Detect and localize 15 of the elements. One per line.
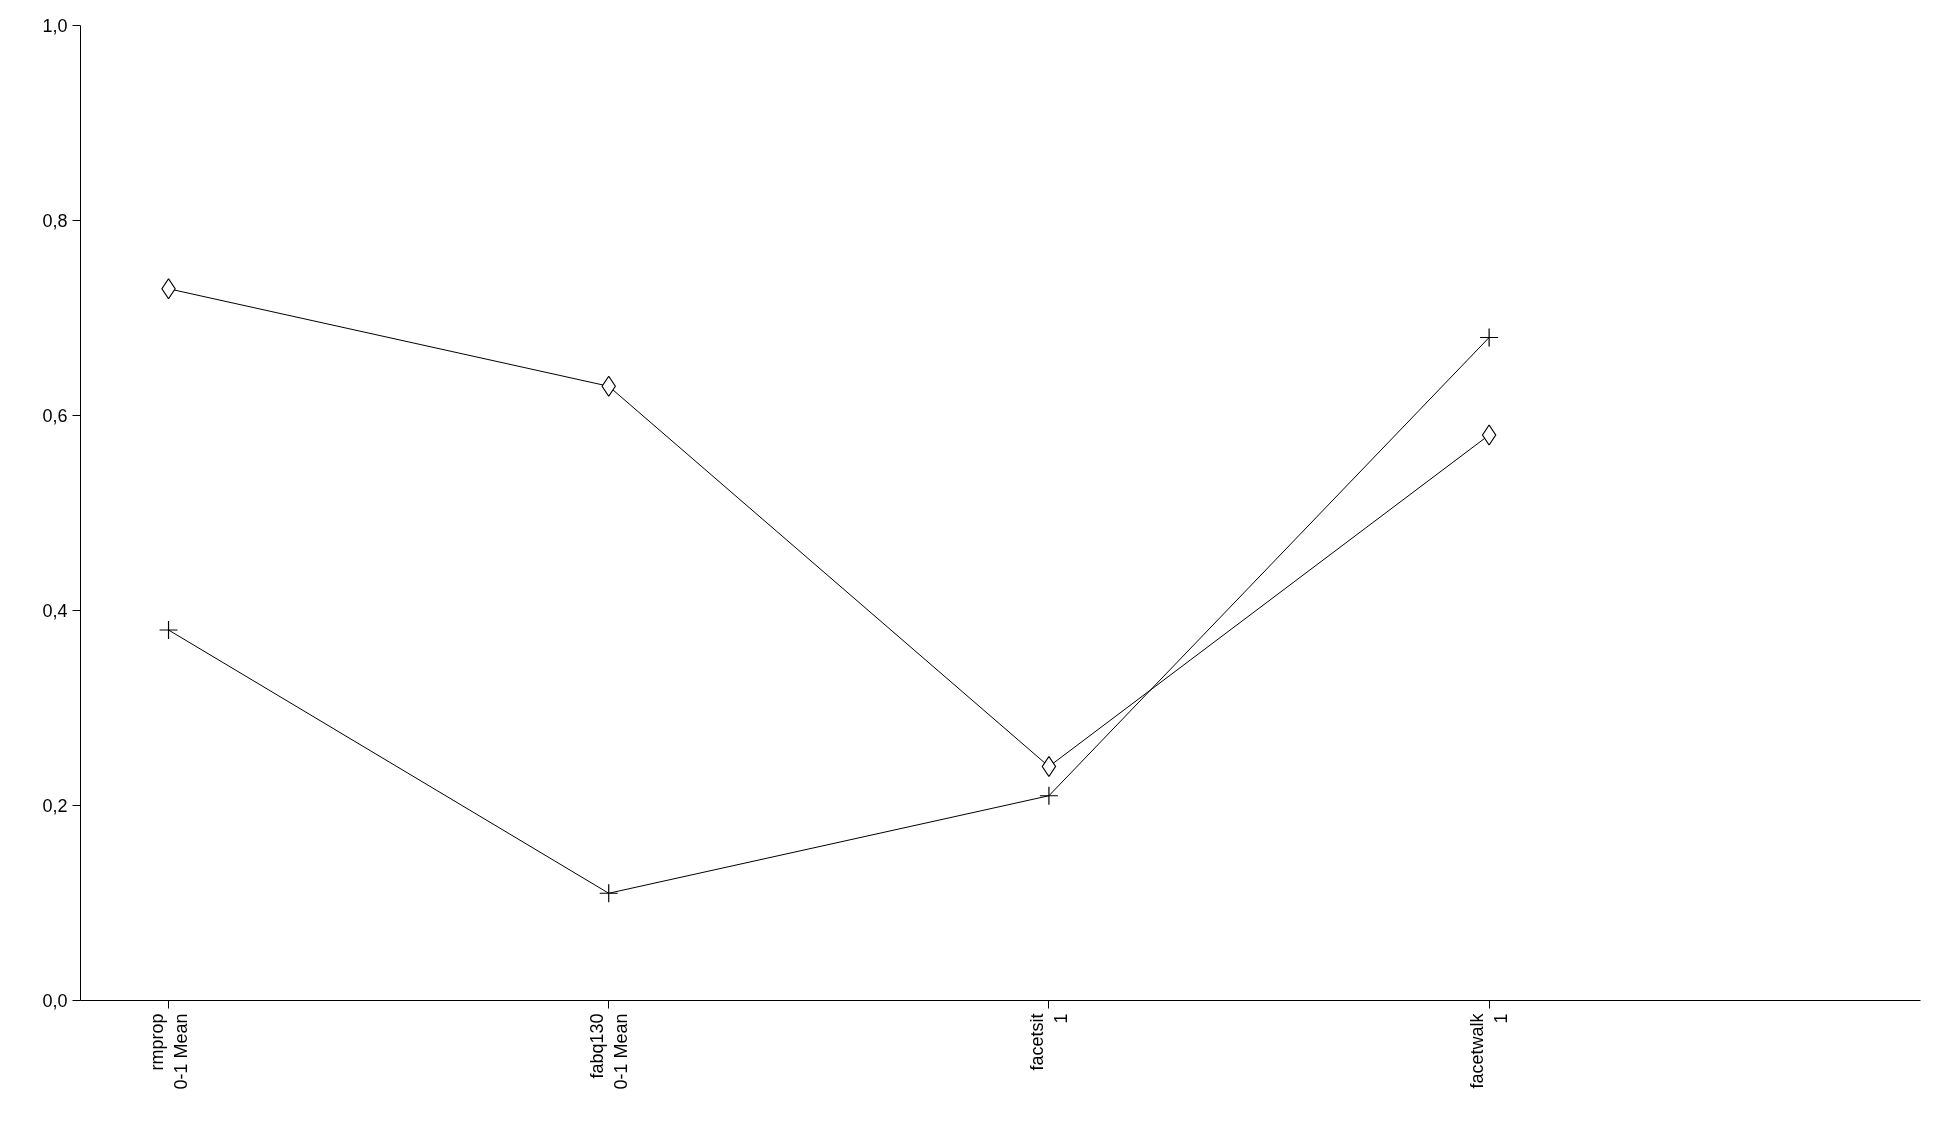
x-tick-label: facetsit 1: [1026, 1013, 1071, 1071]
x-tick-label: fabq130 0-1 Mean: [586, 1013, 631, 1090]
point: [158, 620, 179, 640]
x-tick-label: facetwalk 1: [1467, 1012, 1512, 1089]
y-tick-label: 0,8: [42, 211, 68, 231]
y-tick-label: 0,0: [42, 991, 68, 1011]
y-tick-label: 1,0: [42, 16, 68, 36]
point: [1039, 786, 1059, 806]
x-tick-label: rmprop 0-1 Mean: [146, 1013, 191, 1090]
y-tick-label: 0,2: [42, 796, 68, 816]
point: [1479, 327, 1499, 348]
point: [1481, 424, 1497, 446]
y-tick-label: 0,6: [42, 406, 68, 426]
point: [599, 883, 619, 903]
y-tick-label: 0,4: [42, 601, 68, 621]
